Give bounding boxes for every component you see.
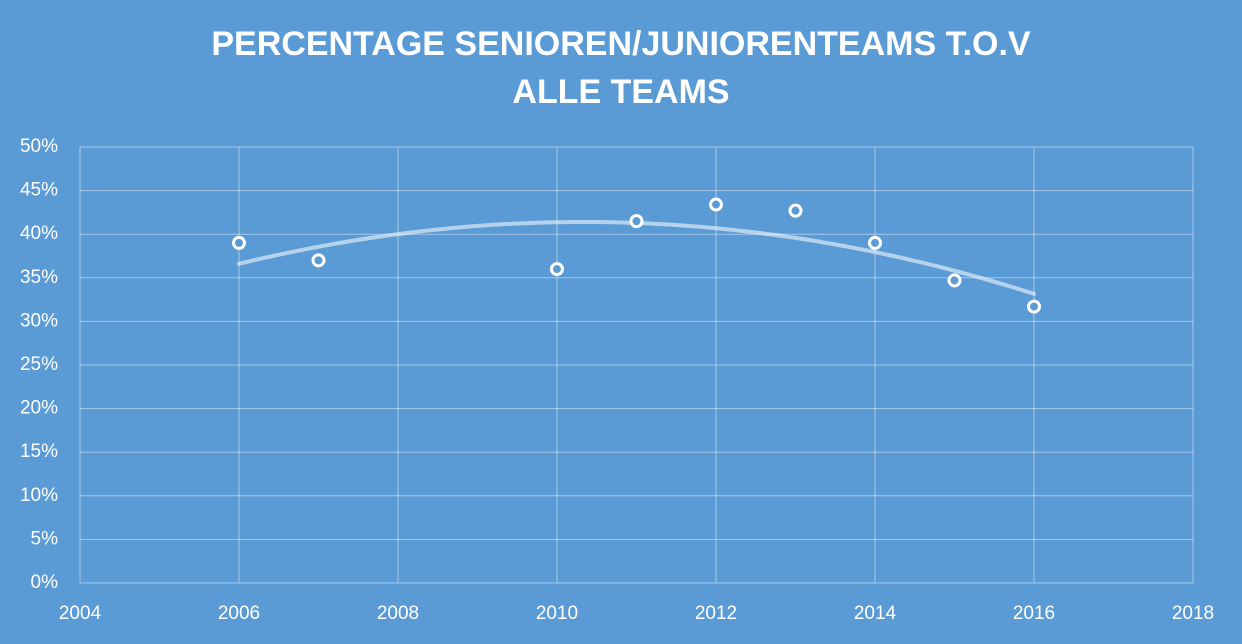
- chart-title: PERCENTAGE SENIOREN/JUNIORENTEAMS T.O.V: [211, 25, 1031, 63]
- y-tick-label: 30%: [20, 310, 58, 331]
- x-tick-label: 2018: [1172, 603, 1214, 624]
- x-tick-label: 2012: [695, 603, 737, 624]
- data-point: [709, 197, 723, 212]
- y-tick-label: 0%: [31, 572, 59, 593]
- chart-title: ALLE TEAMS: [512, 73, 729, 111]
- data-point: [232, 235, 246, 250]
- data-point: [550, 262, 564, 277]
- data-point: [311, 253, 326, 268]
- y-tick-label: 35%: [20, 267, 58, 288]
- y-tick-label: 5%: [31, 528, 59, 549]
- data-point: [629, 214, 644, 229]
- y-tick-label: 20%: [20, 398, 58, 419]
- data-point: [788, 203, 803, 218]
- y-tick-label: 25%: [20, 354, 58, 375]
- data-point: [947, 273, 962, 288]
- x-tick-label: 2008: [377, 603, 419, 624]
- x-tick-label: 2014: [854, 603, 897, 624]
- y-tick-label: 50%: [20, 136, 58, 157]
- data-point: [1027, 299, 1041, 314]
- x-tick-label: 2010: [536, 603, 578, 624]
- x-tick-label: 2016: [1013, 603, 1055, 624]
- y-tick-label: 15%: [20, 441, 58, 462]
- y-tick-label: 45%: [20, 180, 58, 201]
- y-tick-label: 10%: [20, 485, 58, 506]
- x-tick-label: 2006: [218, 603, 260, 624]
- data-point: [868, 235, 882, 250]
- x-tick-label: 2004: [59, 603, 102, 624]
- y-tick-label: 40%: [20, 223, 58, 244]
